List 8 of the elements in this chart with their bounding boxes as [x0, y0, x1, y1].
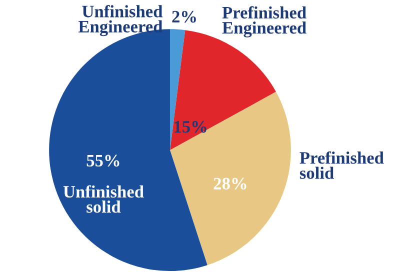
- data-label: 55%: [86, 154, 120, 167]
- slice-label: Unfinished solid: [63, 185, 144, 213]
- data-label: 15%: [174, 120, 206, 133]
- slice-label: Prefinished solid: [300, 151, 384, 179]
- data-label: 28%: [214, 178, 246, 190]
- slice-label: Prefinished Engineered: [222, 6, 306, 38]
- pie-slice: [170, 92, 291, 266]
- data-label: 2%: [172, 10, 196, 23]
